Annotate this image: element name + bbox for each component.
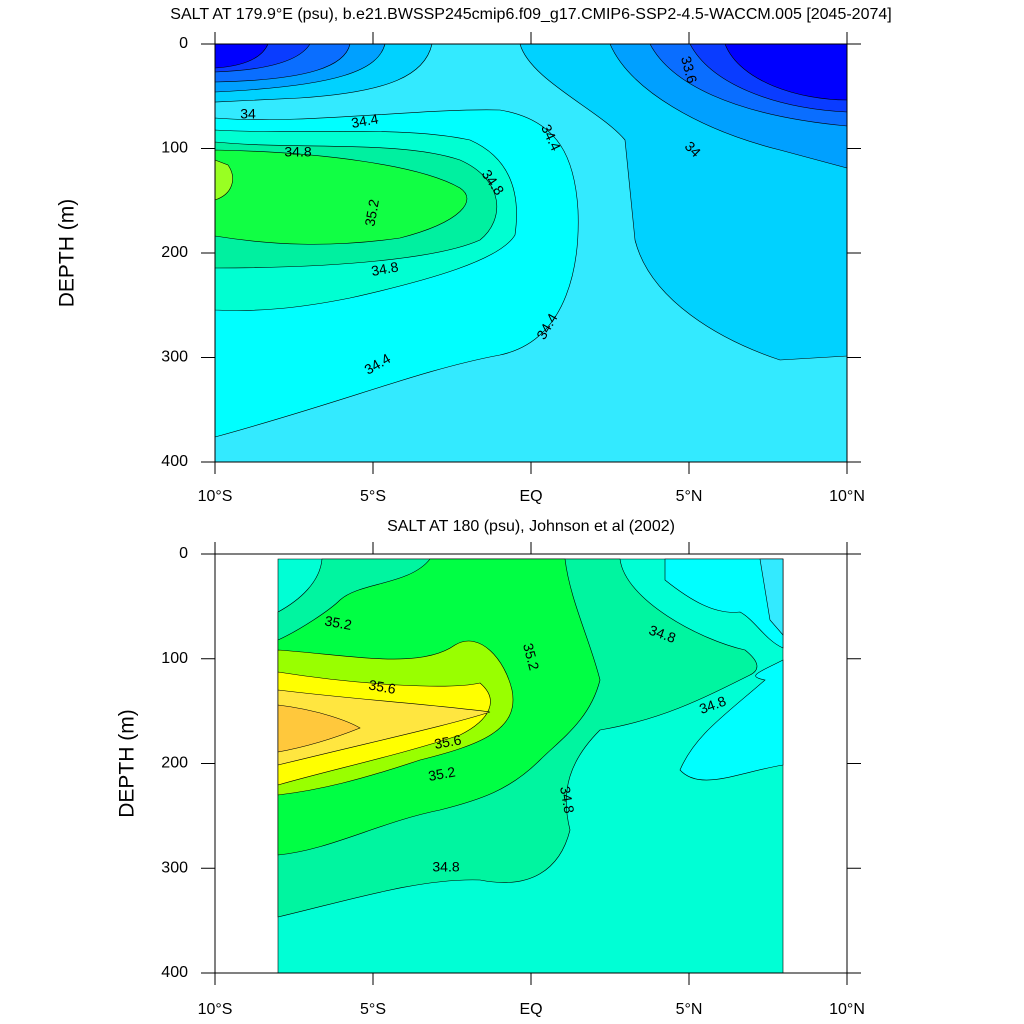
y-tick-label: 300 <box>161 349 188 366</box>
contour-chart: 35.235.635.635.235.234.834.834.834.8SALT… <box>116 518 865 1018</box>
y-axis-label: DEPTH (m) <box>116 709 139 818</box>
contour-region <box>664 558 784 649</box>
contour-region <box>759 558 784 636</box>
y-tick-label: 100 <box>161 650 188 667</box>
contour-label: 35.6 <box>433 731 463 752</box>
y-tick-label: 400 <box>161 453 188 470</box>
contour-label: 35.2 <box>361 198 382 228</box>
y-tick-label: 400 <box>161 964 188 981</box>
y-tick-label: 200 <box>161 244 188 261</box>
y-tick-label: 200 <box>161 755 188 772</box>
y-tick-label: 100 <box>161 140 188 157</box>
x-tick-label: 10°S <box>198 488 233 505</box>
x-tick-label: 10°S <box>198 1001 233 1018</box>
chart-title: SALT AT 180 (psu), Johnson et al (2002) <box>387 518 675 535</box>
x-tick-label: 10°N <box>829 1001 865 1018</box>
contour-label: 35.2 <box>520 641 543 672</box>
x-tick-label: 5°S <box>360 1001 386 1018</box>
contour-region <box>277 704 361 753</box>
x-tick-label: 5°N <box>676 1001 703 1018</box>
x-tick-label: EQ <box>519 488 542 505</box>
contour-label: 34.4 <box>350 110 380 131</box>
contour-region <box>277 689 491 766</box>
contour-label: 34.8 <box>284 144 311 160</box>
contour-region <box>214 149 468 245</box>
contour-label: 34 <box>240 106 256 122</box>
x-tick-label: 5°S <box>360 488 386 505</box>
contour-label: 35.2 <box>427 763 457 784</box>
y-tick-label: 0 <box>179 545 188 562</box>
contour-region <box>679 659 784 781</box>
contour-label: 35.2 <box>323 612 353 633</box>
chart-title: SALT AT 179.9°E (psu), b.e21.BWSSP245cmi… <box>170 6 891 23</box>
x-tick-label: 5°N <box>676 488 703 505</box>
y-tick-label: 0 <box>179 35 188 52</box>
x-tick-label: 10°N <box>829 488 865 505</box>
x-tick-label: EQ <box>519 1001 542 1018</box>
contour-chart: 34 34.434.835.234.834.433.63434.834.434.4… <box>56 6 892 505</box>
y-tick-label: 300 <box>161 859 188 876</box>
contour-label: 34.8 <box>432 859 459 875</box>
contour-label: 34.8 <box>370 258 400 279</box>
contour-label: 35.6 <box>367 676 397 697</box>
contour-label: 34.8 <box>557 785 578 815</box>
y-axis-label: DEPTH (m) <box>56 199 79 308</box>
contour-region <box>214 43 269 69</box>
contour-label: 33.6 <box>678 54 701 85</box>
